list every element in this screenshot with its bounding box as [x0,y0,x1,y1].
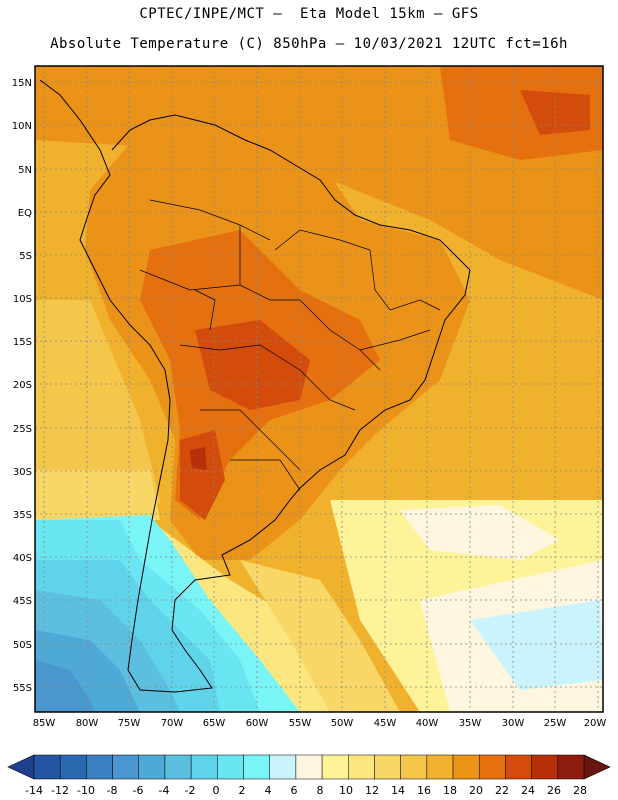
lon-label: 35W [459,718,482,729]
colorbar-label: 6 [291,784,298,797]
lat-label: 5N [18,165,32,176]
colorbar-label: -14 [25,784,43,797]
colorbar-max-arrow [583,754,611,780]
lat-label: 20S [13,380,32,391]
colorbar-label: 22 [495,784,509,797]
lon-label: 60W [246,718,269,729]
title-line-2: Absolute Temperature (C) 850hPa – 10/03/… [50,36,568,52]
lat-label: 10N [12,121,32,132]
lat-label: 25S [13,424,32,435]
lat-label: 35S [13,510,32,521]
lat-label: 40S [13,553,32,564]
colorbar-cell [59,754,87,780]
colorbar-label: 8 [317,784,324,797]
colorbar-label: 14 [391,784,405,797]
lon-label: 20W [584,718,607,729]
coastline [39,79,471,693]
lon-label: 80W [76,718,99,729]
colorbar-label: 0 [213,784,220,797]
lon-label: 55W [289,718,312,729]
colorbar-cell [557,754,585,780]
colorbar-label: 24 [521,784,535,797]
lat-label: 45S [13,596,32,607]
colorbar-cell [400,754,428,780]
colorbar-label: -6 [133,784,144,797]
lat-label: 30S [13,467,32,478]
longitude-labels: 85W 80W 75W 70W 65W 60W 55W 50W 45W 40W … [33,718,607,729]
colorbar-label: 2 [239,784,246,797]
lon-label: 65W [203,718,226,729]
colorbar-cell [478,754,506,780]
colorbar-cell [269,754,297,780]
colorbar-cell [348,754,375,780]
colorbar-cell [190,754,218,780]
lat-label: 50S [13,640,32,651]
colorbar-cell [112,754,140,780]
colorbar-label: 12 [365,784,379,797]
colorbar-cell [33,754,61,780]
colorbar-cell [426,754,454,780]
lat-label: EQ [18,208,32,219]
colorbar-label: 18 [443,784,457,797]
colorbar-label: -8 [107,784,118,797]
temperature-field [35,66,603,712]
colorbar-label: 16 [417,784,431,797]
colorbar-cell [243,754,270,780]
colorbar-cell [86,754,113,780]
country-borders [139,199,441,491]
colorbar-label: -12 [51,784,69,797]
colorbar-cell [217,754,244,780]
colorbar-cell [321,754,349,780]
colorbar-cell [452,754,480,780]
lat-label: 5S [19,251,32,262]
lat-label: 55S [13,683,32,694]
colorbar-label: 28 [573,784,587,797]
colorbar-cell [138,754,166,780]
colorbar-label: 10 [339,784,353,797]
colorbar-cell [164,754,192,780]
colorbar-label: 26 [547,784,561,797]
latitude-labels: 15N 10N 5N EQ 5S 10S 15S 20S 25S 30S 35S… [12,78,32,694]
lat-label: 10S [13,294,32,305]
lon-label: 85W [33,718,56,729]
lon-label: 25W [544,718,567,729]
map-frame [34,65,604,713]
colorbar-cell [295,754,323,780]
colorbar-label: 4 [265,784,272,797]
lat-label: 15N [12,78,32,89]
lon-label: 75W [118,718,141,729]
colorbar-label: -4 [159,784,170,797]
colorbar-cell [531,754,559,780]
colorbar-min-arrow [7,754,35,780]
colorbar-cell [374,754,401,780]
colorbar: -14 -12 -10 -8 -6 -4 -2 0 2 4 6 8 10 12 … [7,754,611,797]
lat-label: 15S [13,337,32,348]
colorbar-label: -2 [185,784,196,797]
lon-label: 45W [374,718,397,729]
lon-label: 30W [502,718,525,729]
lon-label: 70W [161,718,184,729]
colorbar-cell [505,754,532,780]
lon-label: 40W [416,718,439,729]
colorbar-label: 20 [469,784,483,797]
colorbar-label: -10 [77,784,95,797]
lon-label: 50W [331,718,354,729]
title-line-1: CPTEC/INPE/MCT – Eta Model 15km – GFS [139,6,479,22]
